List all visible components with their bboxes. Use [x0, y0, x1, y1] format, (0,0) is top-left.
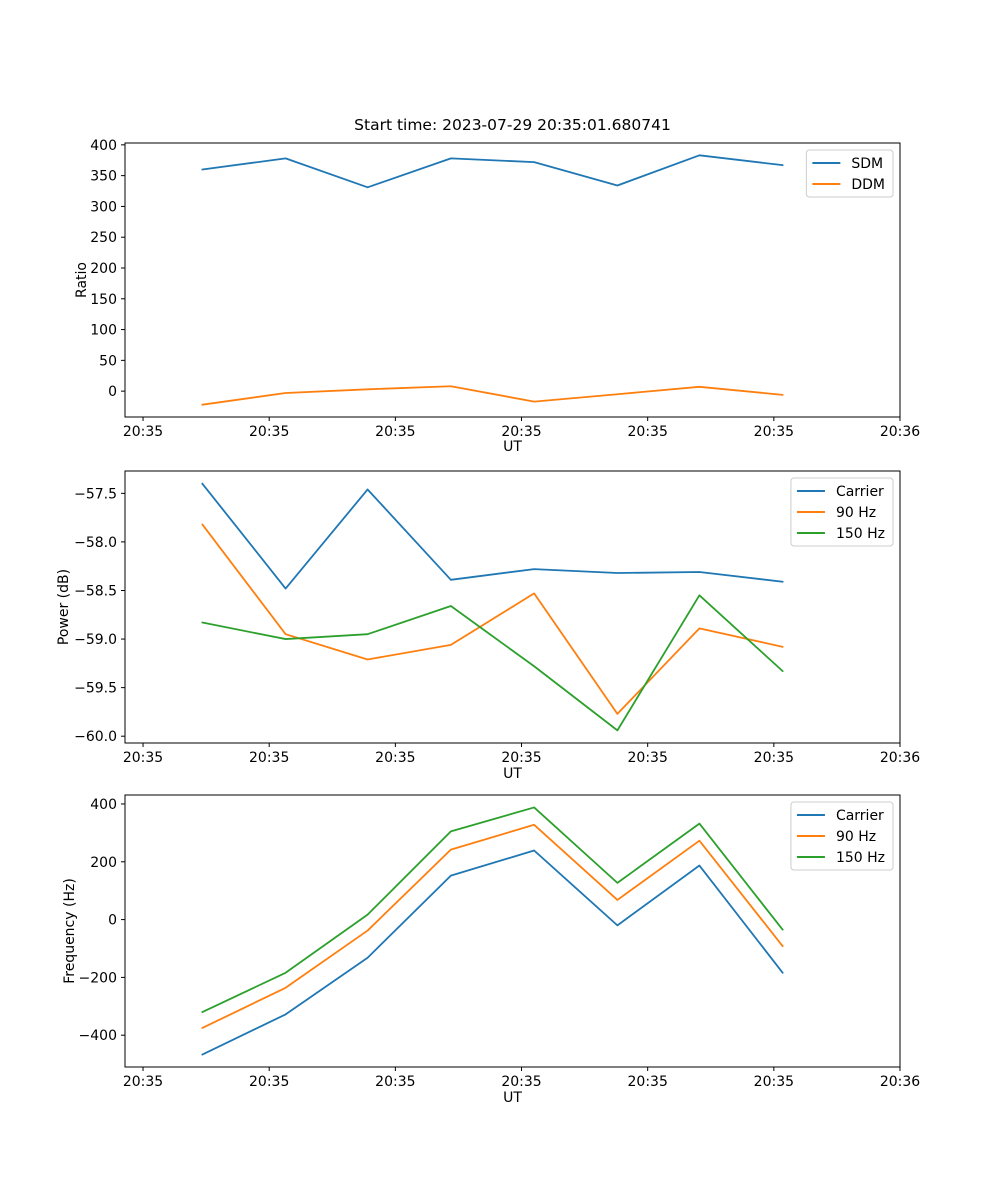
axes-frame — [124, 142, 901, 418]
y-tick-label: 200 — [90, 855, 117, 871]
y-tick-label: 250 — [90, 230, 117, 246]
series-line-90-hz — [201, 523, 784, 715]
legend: Carrier 90 Hz 150 Hz — [790, 477, 894, 547]
y-tick-label: 400 — [90, 138, 117, 154]
subplot-1: 0 50 100 150 200 250 300 350 400 20:35 20:35 20:35 2… — [90, 138, 920, 440]
x-tick-label: 20:35 — [123, 750, 163, 766]
y-tick-label: 400 — [90, 797, 117, 813]
x-tick-label: 20:35 — [375, 1074, 415, 1090]
x-tick-label: 20:35 — [628, 424, 668, 440]
y-tick-label: 300 — [90, 199, 117, 215]
x-tick-label: 20:35 — [628, 1074, 668, 1090]
x-tick-label: 20:35 — [501, 750, 541, 766]
series-line-carrier — [201, 482, 784, 590]
x-axis-label-ut-3: UT — [503, 1090, 522, 1106]
series-line-carrier — [201, 849, 784, 1056]
y-tick-label: 100 — [90, 323, 117, 339]
axes-frame — [124, 470, 901, 744]
legend-box — [790, 801, 894, 871]
legend: SDM DDM — [805, 149, 894, 198]
legend-label-ddm: DDM — [851, 177, 885, 193]
y-tick-label: −59.5 — [74, 681, 117, 697]
legend-label-90-hz: 90 Hz — [836, 505, 876, 521]
chart-title: Start time: 2023-07-29 20:35:01.680741 — [354, 116, 671, 134]
series-line-150-hz — [201, 594, 784, 732]
x-tick-label: 20:35 — [249, 750, 289, 766]
y-tick-label: −58.5 — [74, 583, 117, 599]
x-axis-label-ut-2: UT — [503, 766, 522, 782]
subplot-3: −400 −200 0 200 400 20:35 20:35 20:35 20:35 20:35… — [79, 794, 920, 1090]
x-tick-label: 20:35 — [628, 750, 668, 766]
x-tick-label: 20:36 — [880, 424, 920, 440]
subplot-2: −60.0 −59.5 −59.0 −58.5 −58.0 −57.5 20:35 20:35… — [74, 470, 920, 766]
y-tick-label: 0 — [108, 913, 117, 929]
x-tick-label: 20:36 — [880, 750, 920, 766]
y-tick-label: 150 — [90, 292, 117, 308]
axes-frame — [124, 794, 901, 1068]
legend-label-carrier: Carrier — [836, 484, 884, 500]
series-line-90-hz — [201, 823, 784, 1029]
legend: Carrier 90 Hz 150 Hz — [790, 801, 894, 871]
y-tick-label: 0 — [108, 384, 117, 400]
y-tick-label: 350 — [90, 169, 117, 185]
legend-label-150-hz: 150 Hz — [836, 850, 885, 866]
x-tick-label: 20:35 — [754, 424, 794, 440]
y-tick-label: 50 — [99, 353, 117, 369]
y-tick-label: −60.0 — [74, 729, 117, 745]
x-tick-label: 20:35 — [249, 424, 289, 440]
x-tick-label: 20:36 — [880, 1074, 920, 1090]
series-line-ddm — [201, 385, 784, 406]
y-tick-label: −59.0 — [74, 632, 117, 648]
legend-box — [790, 477, 894, 547]
series-line-sdm — [201, 154, 784, 189]
x-tick-label: 20:35 — [501, 424, 541, 440]
x-tick-label: 20:35 — [375, 750, 415, 766]
y-tick-label: 200 — [90, 261, 117, 277]
legend-label-carrier: Carrier — [836, 808, 884, 824]
x-tick-label: 20:35 — [375, 424, 415, 440]
y-tick-label: −57.5 — [74, 486, 117, 502]
legend-label-150-hz: 150 Hz — [836, 526, 885, 542]
legend-label-sdm: SDM — [851, 156, 883, 172]
x-tick-label: 20:35 — [249, 1074, 289, 1090]
x-axis-label-ut-1: UT — [503, 439, 522, 455]
x-tick-label: 20:35 — [123, 424, 163, 440]
legend-box — [805, 149, 894, 198]
y-tick-label: −58.0 — [74, 535, 117, 551]
x-tick-label: 20:35 — [501, 1074, 541, 1090]
series-line-150-hz — [201, 806, 784, 1013]
y-tick-label: −400 — [79, 1028, 117, 1044]
x-tick-label: 20:35 — [754, 750, 794, 766]
x-tick-label: 20:35 — [754, 1074, 794, 1090]
x-tick-label: 20:35 — [123, 1074, 163, 1090]
y-tick-label: −200 — [79, 970, 117, 986]
legend-label-90-hz: 90 Hz — [836, 829, 876, 845]
